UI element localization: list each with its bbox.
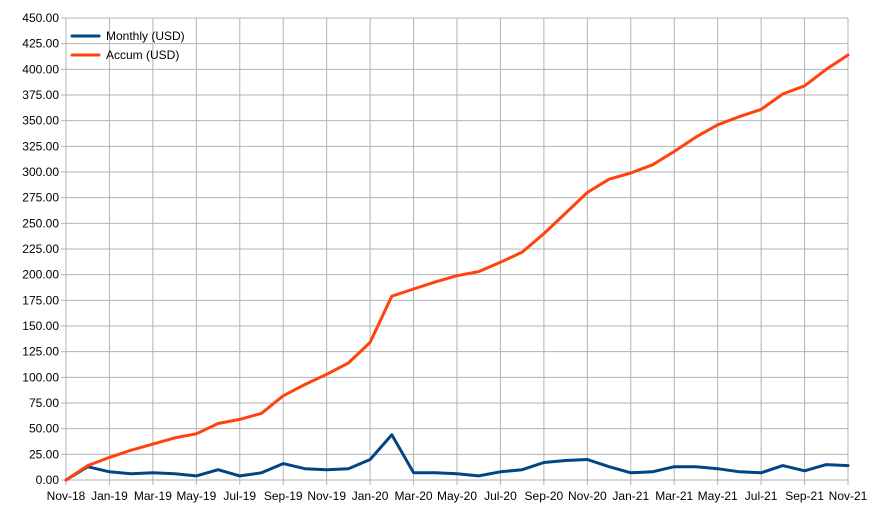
series-layer (64, 53, 850, 482)
y-tick-label: 425.00 (22, 37, 59, 51)
y-tick-label: 325.00 (22, 139, 59, 153)
series-line-accum (64, 53, 850, 482)
y-tick-label: 350.00 (22, 114, 59, 128)
y-tick-label: 300.00 (22, 165, 59, 179)
x-tick-label: May-19 (176, 489, 216, 503)
x-tick-label: Jul-21 (745, 489, 778, 503)
y-tick-label: 125.00 (22, 345, 59, 359)
y-axis: 0.00 25.00 50.00 75.00 100.00 125.00 150.00 175… (22, 11, 67, 487)
x-tick-label: Jan-20 (352, 489, 389, 503)
x-tick-label: Jan-19 (91, 489, 128, 503)
y-tick-label: 375.00 (22, 88, 59, 102)
x-axis: Nov-18 Jan-19 Mar-19 May-19 Jul-19 Sep-19 Nov-… (47, 479, 868, 503)
x-tick-label: Sep-21 (785, 489, 824, 503)
x-tick-label: Nov-19 (307, 489, 346, 503)
series-line-monthly (64, 433, 850, 482)
x-tick-label: Nov-18 (47, 489, 86, 503)
legend-label: Monthly (USD) (106, 29, 185, 43)
x-tick-label: Sep-20 (525, 489, 564, 503)
y-tick-label: 250.00 (22, 216, 59, 230)
y-tick-label: 275.00 (22, 191, 59, 205)
x-tick-label: Sep-19 (264, 489, 303, 503)
x-tick-label: Jul-19 (223, 489, 256, 503)
grid-layer (65, 17, 849, 481)
x-tick-label: May-21 (698, 489, 738, 503)
y-tick-label: 400.00 (22, 62, 59, 76)
x-tick-label: Jul-20 (484, 489, 517, 503)
x-tick-label: May-20 (437, 489, 477, 503)
y-tick-label: 150.00 (22, 319, 59, 333)
legend-label: Accum (USD) (106, 48, 179, 62)
y-tick-label: 200.00 (22, 268, 59, 282)
x-tick-label: Mar-20 (395, 489, 433, 503)
x-tick-label: Mar-19 (134, 489, 172, 503)
x-tick-label: Nov-21 (829, 489, 868, 503)
y-tick-label: 175.00 (22, 293, 59, 307)
legend: Monthly (USD) Accum (USD) (70, 29, 185, 62)
y-tick-label: 75.00 (29, 396, 59, 410)
y-tick-label: 450.00 (22, 11, 59, 25)
y-tick-label: 0.00 (36, 473, 60, 487)
y-tick-label: 100.00 (22, 370, 59, 384)
y-tick-label: 25.00 (29, 447, 59, 461)
x-tick-label: Jan-21 (612, 489, 649, 503)
x-tick-label: Nov-20 (568, 489, 607, 503)
y-tick-label: 225.00 (22, 242, 59, 256)
x-tick-label: Mar-21 (655, 489, 693, 503)
y-tick-label: 50.00 (29, 422, 59, 436)
